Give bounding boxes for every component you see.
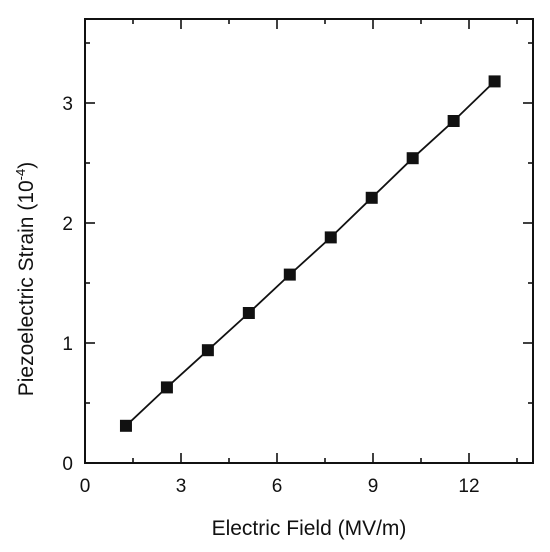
series-points-group (119, 75, 501, 432)
x-tick-label: 9 (368, 476, 379, 497)
y-axis-title: Piezoelectric Strain (10-4) (13, 162, 38, 397)
plot-frame (84, 18, 534, 464)
data-point-marker (283, 268, 296, 281)
data-point-marker (447, 115, 460, 127)
x-tick-label: 3 (176, 476, 187, 497)
axis-ticks (84, 19, 533, 464)
data-point-marker (324, 231, 337, 244)
plot-border (84, 18, 534, 464)
x-tick-label: 6 (272, 476, 283, 497)
x-tick-label: 0 (80, 476, 91, 497)
data-point-marker (201, 344, 214, 357)
data-point-marker (160, 381, 173, 394)
data-point-marker (365, 191, 378, 204)
data-point-marker (119, 419, 132, 432)
y-axis-title-exponent: -4 (13, 169, 28, 181)
data-point-marker (406, 152, 419, 165)
y-axis-title-close: ) (15, 162, 38, 169)
y-tick-label: 3 (62, 94, 73, 115)
x-tick-label: 12 (458, 476, 479, 497)
series-line-group (125, 80, 496, 427)
y-tick-label: 2 (62, 214, 73, 235)
data-point-marker (488, 75, 501, 88)
data-point-marker (242, 307, 255, 319)
y-tick-label: 0 (62, 454, 73, 475)
series-line (125, 80, 496, 427)
y-axis-title-base: Piezoelectric Strain (10 (15, 180, 38, 396)
x-axis-title: Electric Field (MV/m) (212, 517, 407, 540)
y-tick-label: 1 (62, 334, 73, 355)
